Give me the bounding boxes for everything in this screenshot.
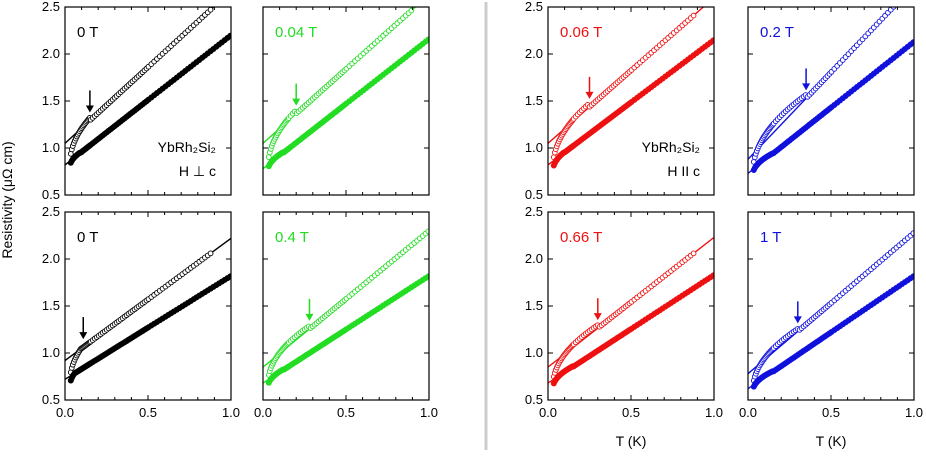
plot-area xyxy=(748,230,914,390)
arrow-head xyxy=(79,332,88,340)
y-tick-label: 1.5 xyxy=(525,298,543,313)
field-label: 1 T xyxy=(760,229,781,246)
chart-panel: 0.5 1.0 1.5 2.0 2.5 0.06 T xyxy=(525,0,715,202)
y-tick-label: 2.5 xyxy=(525,204,543,219)
chart-panel: 0.04 T xyxy=(262,6,430,196)
y-tick-label: 1.0 xyxy=(525,140,543,155)
data-point-open xyxy=(207,250,214,257)
y-axis-title: Resistivity (μΩ cm) xyxy=(0,141,15,258)
data-point-open xyxy=(910,230,914,237)
arrow-head xyxy=(585,91,594,99)
chart-panel: 0.2 T xyxy=(747,1,915,196)
plot-area xyxy=(748,1,914,174)
panel-frame xyxy=(547,211,715,401)
data-point-filled xyxy=(910,273,914,280)
annotation-compound-par: YbRh₂Si₂ xyxy=(642,139,700,155)
field-label: 0 T xyxy=(77,229,98,246)
arrow-head xyxy=(305,313,314,321)
data-point-open xyxy=(207,7,214,13)
plot-area xyxy=(263,228,429,386)
y-tick-label: 1.5 xyxy=(42,298,60,313)
chart-panel: 0.51.01.52.02.50.0 0.5 1.00 T xyxy=(42,204,240,420)
plot-area xyxy=(65,7,231,166)
data-point-open xyxy=(690,250,697,257)
annotation-orientation-par: H II c xyxy=(667,163,700,179)
x-tick-label: 1.0 xyxy=(222,405,240,420)
annotation-compound-perp: YbRh₂Si₂ xyxy=(158,139,216,155)
panel-frame xyxy=(547,6,715,196)
panel-frame xyxy=(262,211,430,401)
y-tick-label: 2.0 xyxy=(42,46,60,61)
x-tick-label: 0.0 xyxy=(56,405,74,420)
y-tick-label: 0.5 xyxy=(42,392,60,407)
field-label: 0.4 T xyxy=(275,229,309,246)
x-tick-label: 0.0 xyxy=(254,405,272,420)
x-tick-label: 0.5 xyxy=(822,405,840,420)
y-tick-label: 2.5 xyxy=(42,0,60,14)
data-point-filled xyxy=(425,36,429,43)
data-point-filled xyxy=(710,37,714,44)
chart-panel: 0.51.01.52.02.50.0 0.5 1.0T (K)0.66 T xyxy=(525,204,723,449)
panel-frame xyxy=(262,6,430,196)
y-tick-label: 1.0 xyxy=(525,345,543,360)
field-label: 0.06 T xyxy=(560,24,602,41)
chart-panels: 0.51.01.52.02.50 T 0.04 T0.51.01.52.02.50… xyxy=(42,0,923,449)
y-tick-label: 0.5 xyxy=(525,187,543,202)
chart-panel: 0.0 0.5 1.0 0.4 T xyxy=(254,211,438,420)
y-tick-label: 1.0 xyxy=(42,140,60,155)
data-point-open xyxy=(425,228,429,235)
plot-area xyxy=(65,237,231,384)
field-label: 0.66 T xyxy=(560,229,602,246)
data-point-open xyxy=(408,7,415,14)
arrow-head xyxy=(292,98,301,106)
plot-area xyxy=(548,7,714,169)
data-point-filled xyxy=(910,39,914,46)
x-tick-label: 0.5 xyxy=(139,405,157,420)
x-tick-label: 0.0 xyxy=(739,405,757,420)
x-tick-label: 1.0 xyxy=(420,405,438,420)
data-point-filled xyxy=(710,272,714,279)
data-point-filled xyxy=(227,273,231,280)
data-point-filled xyxy=(425,273,429,280)
y-tick-label: 0.5 xyxy=(42,187,60,202)
arrow-head xyxy=(85,105,94,113)
y-tick-label: 1.5 xyxy=(525,93,543,108)
x-axis-title: T (K) xyxy=(816,433,847,449)
data-point-open xyxy=(894,1,899,6)
panel-frame xyxy=(747,6,915,196)
chart-panel: 0.0 0.5 1.0 T (K) 1 T xyxy=(739,211,923,449)
y-tick-label: 1.5 xyxy=(42,93,60,108)
y-tick-label: 1.0 xyxy=(42,345,60,360)
y-tick-label: 2.0 xyxy=(525,46,543,61)
field-label: 0.04 T xyxy=(275,24,317,41)
data-point-filled xyxy=(227,32,231,39)
panel-frame xyxy=(64,6,232,196)
annotation-orientation-perp: H ⊥ c xyxy=(179,163,216,179)
field-label: 0 T xyxy=(77,24,98,41)
plot-area xyxy=(263,7,429,170)
arrow-head xyxy=(802,83,811,91)
arrow-head xyxy=(593,313,602,321)
panel-frame xyxy=(747,211,915,401)
y-tick-label: 2.0 xyxy=(42,251,60,266)
x-tick-label: 0.5 xyxy=(337,405,355,420)
x-axis-title: T (K) xyxy=(616,433,647,449)
chart-panel: 0.5 1.0 1.5 2.0 2.5 0 T xyxy=(42,0,232,202)
y-tick-label: 2.5 xyxy=(42,204,60,219)
field-label: 0.2 T xyxy=(760,24,794,41)
x-tick-label: 0.0 xyxy=(539,405,557,420)
x-tick-label: 1.0 xyxy=(705,405,723,420)
arrow-head xyxy=(793,316,802,324)
y-tick-label: 2.5 xyxy=(525,0,543,14)
y-tick-label: 0.5 xyxy=(525,392,543,407)
x-tick-label: 1.0 xyxy=(905,405,923,420)
y-tick-label: 2.0 xyxy=(525,251,543,266)
data-point-open xyxy=(690,12,697,19)
panel-frame xyxy=(64,211,232,401)
x-tick-label: 0.5 xyxy=(622,405,640,420)
plot-area xyxy=(548,236,714,387)
